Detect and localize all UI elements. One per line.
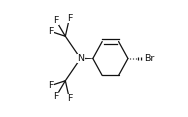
Text: F: F: [67, 14, 72, 23]
Polygon shape: [80, 58, 93, 59]
Text: F: F: [67, 94, 72, 103]
Text: F: F: [53, 16, 59, 25]
Text: F: F: [49, 27, 54, 36]
Text: F: F: [53, 92, 59, 101]
Text: F: F: [49, 81, 54, 90]
Text: N: N: [77, 54, 84, 63]
Text: Br: Br: [144, 54, 154, 63]
